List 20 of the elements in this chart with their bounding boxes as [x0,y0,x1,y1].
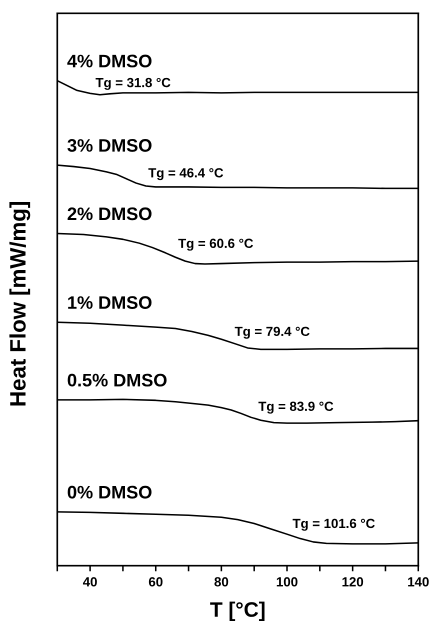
x-axis-title: T [°C] [210,602,264,622]
x-tick-label: 40 [82,577,97,587]
annotation: Tg = 101.6 °C [292,518,375,531]
series-label: 4% DMSO [67,54,152,68]
x-tick-label: 80 [214,577,228,587]
annotation: Tg = 79.4 °C [234,326,310,339]
x-tick-label: 140 [408,577,429,587]
annotation: Tg = 83.9 °C [258,402,334,414]
y-axis-title: Heat Flow [mW/mg] [9,202,30,406]
series-label: 3% DMSO [67,139,152,152]
x-tick-label: 120 [342,577,364,587]
x-tick-label: 60 [148,577,163,587]
series-label: 1% DMSO [68,296,152,309]
annotation: Tg = 46.4 °C [148,168,224,180]
annotation: Tg = 60.6 °C [178,238,254,251]
series-label: 0.5% DMSO [68,374,167,387]
annotation: Tg = 31.8 °C [96,78,170,90]
x-tick-label: 100 [276,577,298,587]
series-label: 2% DMSO [68,207,152,220]
series-label: 0% DMSO [68,486,152,499]
